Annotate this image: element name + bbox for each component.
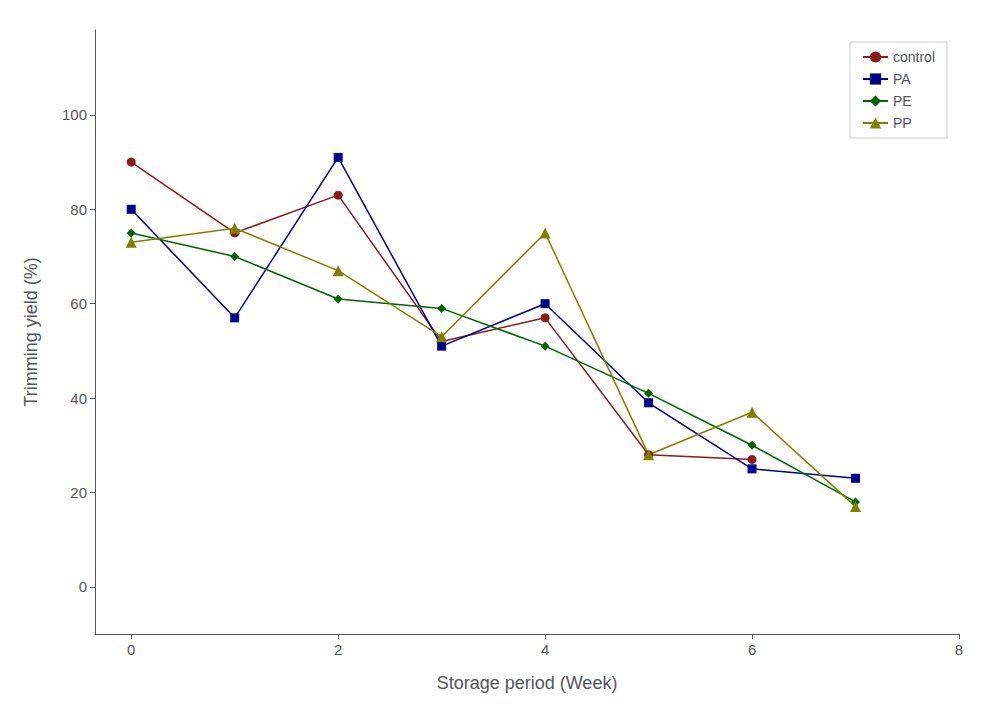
svg-text:8: 8: [955, 641, 963, 658]
svg-text:0: 0: [127, 641, 135, 658]
svg-text:6: 6: [748, 641, 756, 658]
svg-text:20: 20: [70, 484, 87, 501]
svg-text:control: control: [893, 49, 935, 65]
svg-text:4: 4: [541, 641, 549, 658]
svg-text:0: 0: [79, 578, 87, 595]
svg-text:60: 60: [70, 295, 87, 312]
svg-text:PP: PP: [893, 115, 912, 131]
svg-text:PA: PA: [893, 71, 911, 87]
svg-text:Trimming yield (%): Trimming yield (%): [21, 257, 41, 406]
svg-text:80: 80: [70, 201, 87, 218]
svg-text:100: 100: [62, 106, 87, 123]
svg-text:PE: PE: [893, 93, 912, 109]
svg-text:Storage period (Week): Storage period (Week): [437, 673, 618, 693]
svg-text:40: 40: [70, 390, 87, 407]
svg-text:2: 2: [334, 641, 342, 658]
